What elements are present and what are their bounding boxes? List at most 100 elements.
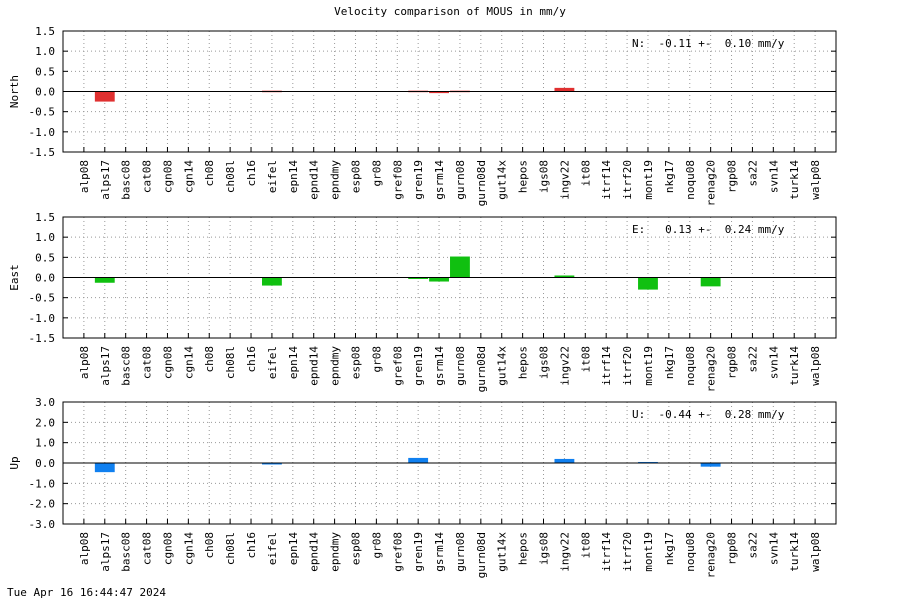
- x-tick-label: ch08l: [224, 532, 237, 565]
- bar-gurn08: [450, 256, 470, 278]
- x-tick-label: itrf20: [621, 346, 634, 386]
- x-tick-label: sa22: [746, 532, 759, 559]
- y-tick-label: -1.0: [29, 477, 56, 490]
- x-tick-label: esp08: [349, 532, 362, 565]
- x-tick-label: itrf14: [600, 160, 613, 200]
- x-tick-label: ch08l: [224, 160, 237, 193]
- bar-alps17: [94, 463, 115, 473]
- x-tick-label: gut14x: [496, 532, 509, 572]
- x-tick-label: rgp08: [726, 160, 739, 193]
- x-tick-label: gref08: [391, 160, 404, 200]
- x-tick-label: ingv22: [558, 160, 571, 200]
- x-tick-label: rgp08: [726, 532, 739, 565]
- x-tick-label: gsrm14: [433, 346, 446, 386]
- stat-annotation: E: 0.13 +- 0.24 mm/y: [632, 223, 785, 236]
- x-tick-label: ingv22: [558, 532, 571, 572]
- y-tick-label: -1.5: [29, 332, 56, 345]
- x-tick-label: walp08: [809, 160, 822, 200]
- bar-renag20: [700, 277, 721, 287]
- x-tick-label: ch08l: [224, 346, 237, 379]
- x-tick-label: nkg17: [663, 160, 676, 193]
- x-tick-label: cgn14: [182, 346, 195, 379]
- y-tick-label: 0.5: [35, 251, 55, 264]
- x-tick-label: ch16: [245, 346, 258, 373]
- x-tick-label: ch16: [245, 532, 258, 559]
- x-tick-label: renag20: [705, 532, 718, 578]
- y-tick-label: 0.0: [35, 86, 55, 99]
- x-tick-label: esp08: [349, 160, 362, 193]
- y-tick-label: 0.0: [35, 272, 55, 285]
- x-tick-label: nkg17: [663, 346, 676, 379]
- x-tick-label: renag20: [705, 346, 718, 392]
- x-tick-label: it08: [579, 160, 592, 187]
- x-tick-label: gren19: [412, 346, 425, 386]
- y-tick-label: -0.5: [29, 106, 56, 119]
- x-tick-label: gurn08d: [475, 160, 488, 206]
- y-tick-label: -2.0: [29, 498, 56, 511]
- y-tick-label: -1.5: [29, 146, 56, 159]
- x-tick-label: gsrm14: [433, 532, 446, 572]
- x-tick-label: alp08: [78, 160, 91, 193]
- x-tick-label: renag20: [705, 160, 718, 206]
- x-tick-label: gurn08: [454, 532, 467, 572]
- x-tick-label: walp08: [809, 346, 822, 386]
- y-tick-label: 0.5: [35, 65, 55, 78]
- timestamp: Tue Apr 16 16:44:47 2024: [7, 586, 166, 599]
- x-tick-label: gref08: [391, 346, 404, 386]
- x-tick-label: igs08: [538, 160, 551, 193]
- x-tick-label: ch08: [203, 160, 216, 187]
- plot-frame: [62, 216, 837, 339]
- x-tick-label: gurn08: [454, 160, 467, 200]
- x-tick-label: alp08: [78, 346, 91, 379]
- x-tick-label: nkg17: [663, 532, 676, 565]
- y-axis-label: East: [8, 264, 21, 291]
- x-tick-label: basc08: [120, 532, 133, 572]
- y-tick-label: -1.0: [29, 126, 56, 139]
- x-tick-label: svn14: [767, 532, 780, 565]
- x-tick-label: it08: [579, 346, 592, 373]
- x-tick-label: epn14: [287, 346, 300, 379]
- x-tick-label: cat08: [141, 160, 154, 193]
- x-tick-label: cgn08: [161, 346, 174, 379]
- x-tick-label: itrf20: [621, 532, 634, 572]
- x-tick-label: sa22: [746, 346, 759, 373]
- x-tick-label: itrf14: [600, 532, 613, 572]
- chart-panel-north: 1.5 1.0 0.5 0.0 -0.5 -1.0 -1.5 alp08 alps17 basc0…: [8, 25, 837, 206]
- x-tick-label: gurn08: [454, 346, 467, 386]
- x-tick-label: gurn08d: [475, 532, 488, 578]
- page-title: Velocity comparison of MOUS in mm/y: [334, 5, 566, 18]
- y-tick-label: -0.5: [29, 292, 56, 305]
- x-tick-label: gr08: [370, 532, 383, 559]
- bar-ingv22: [554, 275, 575, 278]
- x-tick-label: epndmy: [329, 160, 342, 200]
- x-tick-label: eifel: [266, 346, 279, 379]
- stat-annotation: N: -0.11 +- 0.10 mm/y: [632, 37, 785, 50]
- y-tick-label: 3.0: [35, 396, 55, 409]
- x-tick-label: cat08: [141, 532, 154, 565]
- x-tick-label: gref08: [391, 532, 404, 572]
- bar-mont19: [638, 277, 658, 290]
- x-tick-label: it08: [579, 532, 592, 559]
- x-tick-label: hepos: [517, 346, 530, 379]
- bar-eifel: [261, 463, 282, 465]
- bar-ingv22: [554, 458, 575, 463]
- x-tick-label: epnd14: [308, 532, 321, 572]
- x-tick-label: igs08: [538, 346, 551, 379]
- x-tick-label: gut14x: [496, 160, 509, 200]
- bar-alps17: [94, 91, 115, 102]
- y-tick-label: -3.0: [29, 518, 56, 531]
- x-tick-label: ingv22: [558, 346, 571, 386]
- x-tick-label: esp08: [349, 346, 362, 379]
- x-tick-label: epndmy: [329, 532, 342, 572]
- x-tick-label: basc08: [120, 346, 133, 386]
- x-tick-label: cgn08: [161, 160, 174, 193]
- y-axis-label: Up: [8, 456, 21, 469]
- x-tick-label: gurn08d: [475, 346, 488, 392]
- x-tick-label: walp08: [809, 532, 822, 572]
- y-tick-label: -1.0: [29, 312, 56, 325]
- x-tick-label: gsrm14: [433, 160, 446, 200]
- x-tick-label: gr08: [370, 346, 383, 373]
- y-tick-label: 0.0: [35, 457, 55, 470]
- x-tick-label: epn14: [287, 160, 300, 193]
